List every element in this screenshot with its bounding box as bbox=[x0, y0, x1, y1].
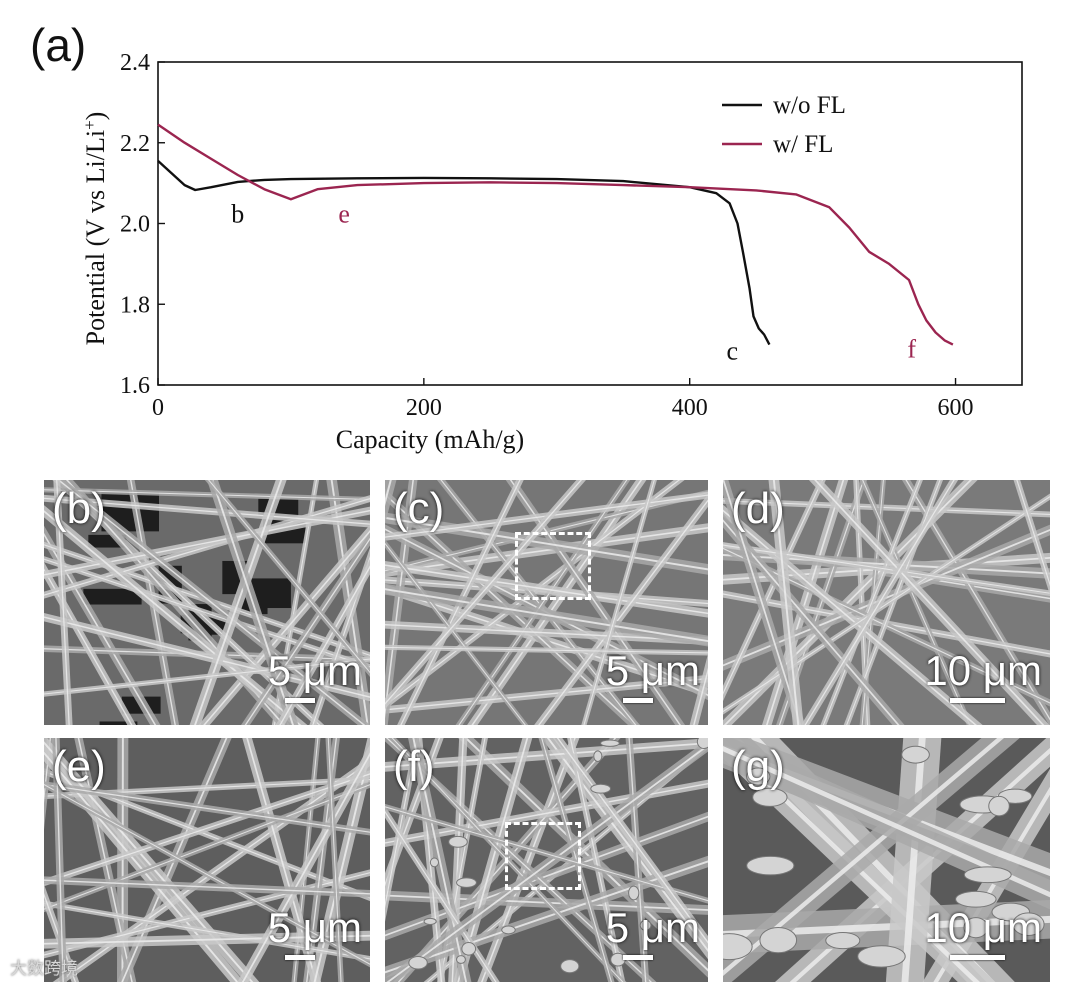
x-tick-label: 0 bbox=[152, 395, 164, 421]
y-tick-label: 2.2 bbox=[120, 131, 150, 157]
panel-label-a: (a) bbox=[30, 19, 87, 71]
legend-label: w/o FL bbox=[773, 92, 846, 119]
scale-bar bbox=[950, 698, 1005, 703]
scale-bar-label: 5 μm bbox=[267, 904, 362, 951]
scale-bar bbox=[623, 955, 653, 960]
zoom-region-box bbox=[505, 822, 581, 890]
curve-annotation: c bbox=[726, 337, 738, 366]
scale-bar-label: 10 μm bbox=[924, 647, 1042, 694]
y-tick-label: 2.0 bbox=[120, 212, 150, 238]
sem-image-e: (e) 5 μm bbox=[44, 738, 370, 982]
sem-panel-label: (d) bbox=[731, 484, 785, 533]
curve-annotation: e bbox=[338, 199, 350, 228]
curve-annotation: b bbox=[231, 199, 244, 228]
fiber-texture bbox=[385, 480, 708, 725]
scale-bar bbox=[950, 955, 1005, 960]
sem-image-g: (g) 10 μm bbox=[723, 738, 1050, 982]
zoom-region-box bbox=[515, 532, 591, 600]
legend-label: w/ FL bbox=[773, 131, 833, 158]
sem-panel-label: (c) bbox=[393, 484, 445, 533]
sem-panel-label: (b) bbox=[52, 484, 106, 533]
sem-image-c: (c) 5 μm bbox=[385, 480, 708, 725]
watermark: 大数跨境 bbox=[10, 959, 78, 979]
fiber-texture bbox=[723, 738, 1050, 982]
curve-annotation: f bbox=[907, 335, 916, 364]
sem-panel-label: (g) bbox=[731, 742, 785, 791]
scale-bar bbox=[285, 955, 315, 960]
fiber-texture bbox=[44, 480, 370, 725]
sem-image-d: (d) 10 μm bbox=[723, 480, 1050, 725]
sem-image-f: (f) 5 μm bbox=[385, 738, 708, 982]
scale-bar-label: 10 μm bbox=[924, 904, 1042, 951]
chart-a: 0 200 400 600 1.6 1.8 2.0 2.2 2.4 Capacity (mAh/g… bbox=[80, 50, 1023, 454]
x-tick-label: 200 bbox=[406, 395, 442, 421]
series-line-w-fl bbox=[157, 123, 954, 346]
sem-panel-label: (f) bbox=[393, 742, 435, 791]
scale-bar-label: 5 μm bbox=[605, 904, 700, 951]
sem-panel-label: (e) bbox=[52, 742, 106, 791]
y-tick-label: 1.8 bbox=[120, 292, 150, 318]
scale-bar bbox=[623, 698, 653, 703]
y-tick-label: 1.6 bbox=[120, 373, 150, 399]
y-tick-label: 2.4 bbox=[120, 50, 150, 76]
y-axis-label: Potential (V vs Li/Li+) bbox=[80, 112, 111, 346]
series-line-wo-fl bbox=[157, 160, 771, 346]
plot-frame bbox=[157, 61, 1023, 386]
fiber-texture bbox=[723, 480, 1050, 725]
x-axis-label: Capacity (mAh/g) bbox=[336, 425, 524, 454]
fiber-texture bbox=[44, 738, 370, 982]
scale-bar bbox=[285, 698, 315, 703]
scale-bar-label: 5 μm bbox=[267, 647, 362, 694]
x-tick-label: 600 bbox=[938, 395, 974, 421]
scale-bar-label: 5 μm bbox=[605, 647, 700, 694]
x-tick-label: 400 bbox=[672, 395, 708, 421]
fiber-texture bbox=[385, 738, 708, 982]
sem-image-b: (b) 5 μm bbox=[44, 480, 370, 725]
